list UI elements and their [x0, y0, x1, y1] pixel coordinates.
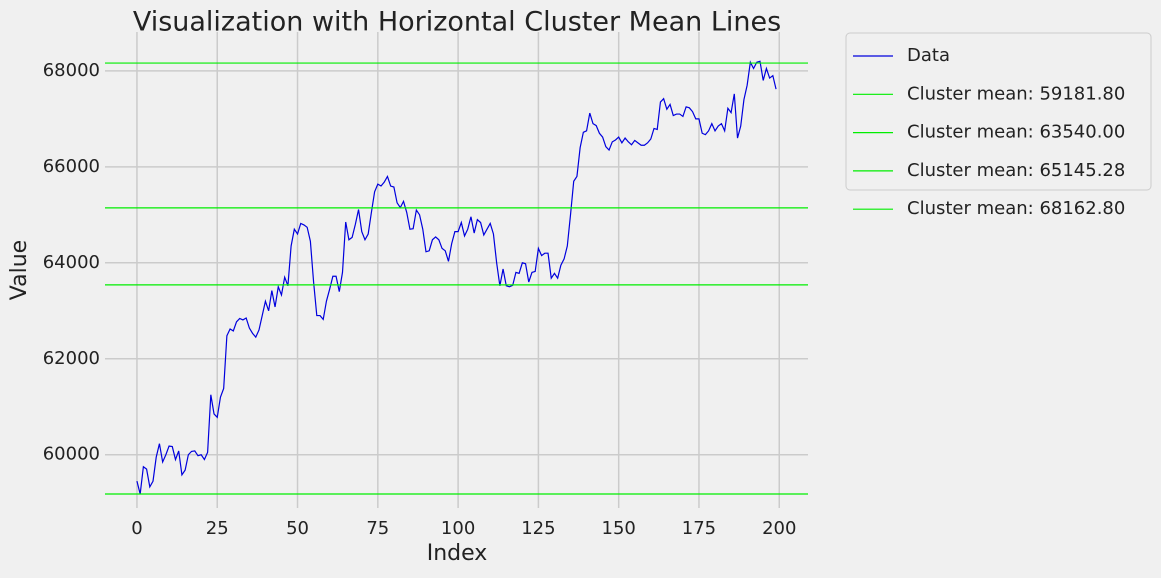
y-tick-label: 66000	[43, 156, 100, 177]
x-tick-label: 75	[366, 518, 389, 539]
y-axis-label: Value	[7, 240, 32, 300]
legend-label: Cluster mean: 65145.28	[907, 160, 1125, 181]
y-tick-label: 60000	[43, 444, 100, 465]
y-tick-label: 64000	[43, 252, 100, 273]
x-tick-label: 125	[521, 518, 555, 539]
x-tick-label: 200	[762, 518, 796, 539]
legend-label: Data	[907, 45, 950, 66]
y-tick-label: 62000	[43, 348, 100, 369]
x-axis-label: Index	[427, 541, 488, 566]
legend-label: Cluster mean: 68162.80	[907, 198, 1125, 219]
chart-title: Visualization with Horizontal Cluster Me…	[133, 7, 781, 38]
x-tick-label: 100	[441, 518, 475, 539]
x-tick-label: 50	[286, 518, 309, 539]
data-line	[136, 60, 777, 495]
legend-label: Cluster mean: 63540.00	[907, 122, 1125, 143]
y-tick-label: 68000	[43, 60, 100, 81]
x-tick-label: 0	[131, 518, 142, 539]
legend-label: Cluster mean: 59181.80	[907, 83, 1125, 104]
legend-box	[845, 32, 1152, 191]
x-tick-label: 175	[682, 518, 716, 539]
x-tick-label: 150	[602, 518, 636, 539]
x-tick-label: 25	[206, 518, 229, 539]
